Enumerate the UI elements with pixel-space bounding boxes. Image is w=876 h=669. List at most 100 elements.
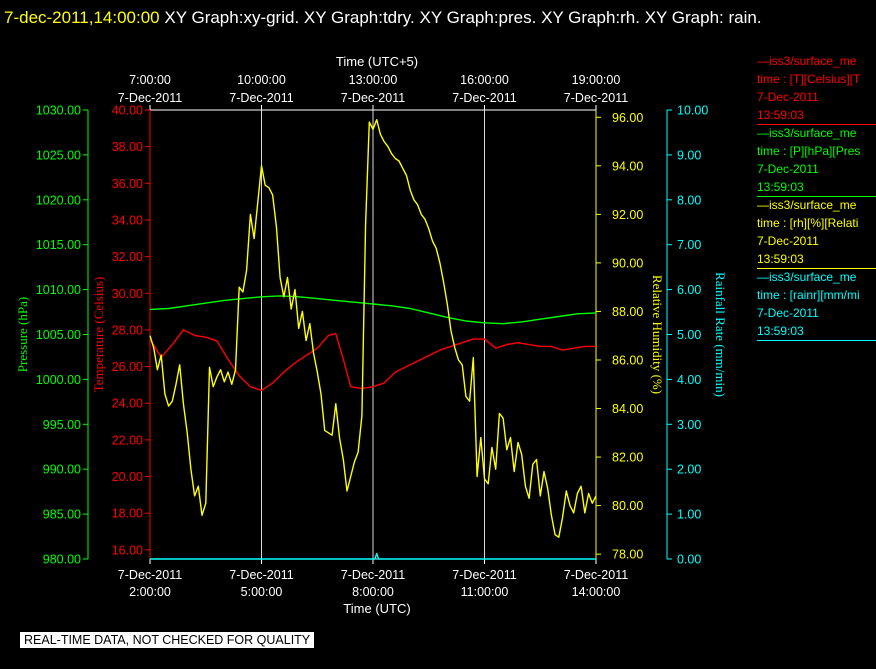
x-top-tick-label-date: 7-Dec-2011 xyxy=(229,91,293,105)
humidity-tick-label: 82.00 xyxy=(612,451,643,465)
humidity-tick-label: 94.00 xyxy=(612,159,643,173)
pressure-tick-label: 1005.00 xyxy=(36,328,81,342)
header-graph-list: XY Graph:xy-grid. XY Graph:tdry. XY Grap… xyxy=(164,8,762,27)
x-tick-label-time: 14:00:00 xyxy=(572,585,621,599)
series-line-rainfall xyxy=(150,552,596,560)
rainfall-tick-label: 6.00 xyxy=(677,283,701,297)
pressure-tick-label: 1030.00 xyxy=(36,104,81,118)
x-top-tick-label-time: 16:00:00 xyxy=(460,73,509,87)
series-line-humidity xyxy=(149,118,597,538)
x-top-tick-label-time: 13:00:00 xyxy=(349,73,398,87)
series-line-pressure xyxy=(149,295,597,325)
legend-humidity-line1: —iss3/surface_me xyxy=(757,198,857,212)
temperature-tick-label: 24.00 xyxy=(112,397,143,411)
pressure-axis-title: Pressure (hPa) xyxy=(15,297,30,372)
legend-rainfall-time: 13:59:03 xyxy=(757,324,804,338)
x-top-tick-label-time: 7:00:00 xyxy=(129,73,171,87)
legend-humidity-line2: time : [rh][%][Relati xyxy=(757,216,859,230)
legend-temperature-line2: time : [T][Celsius][T xyxy=(757,72,861,86)
temperature-tick-label: 32.00 xyxy=(112,250,143,264)
temperature-tick-label: 16.00 xyxy=(112,543,143,557)
rainfall-axis-title: Rainfall Rate (mm/min) xyxy=(713,272,728,397)
temperature-tick-label: 36.00 xyxy=(112,177,143,191)
x-tick-label-time: 2:00:00 xyxy=(129,585,171,599)
pressure-tick-label: 1010.00 xyxy=(36,283,81,297)
pressure-tick-label: 990.00 xyxy=(43,463,81,477)
temperature-tick-label: 22.00 xyxy=(112,433,143,447)
legend-temperature-date: 7-Dec-2011 xyxy=(757,90,819,104)
legend-pressure-time: 13:59:03 xyxy=(757,180,804,194)
humidity-tick-label: 86.00 xyxy=(612,353,643,367)
legend-temperature-line1: —iss3/surface_me xyxy=(757,54,857,68)
legend-rainfall-line2: time : [rainr][mm/mi xyxy=(757,288,860,302)
humidity-tick-label: 88.00 xyxy=(612,305,643,319)
temperature-axis-title: Temperature (Celsius) xyxy=(91,277,106,393)
legend-entry-temperature: —iss3/surface_me time : [T][Celsius][T 7… xyxy=(757,52,876,125)
temperature-tick-label: 30.00 xyxy=(112,287,143,301)
humidity-tick-label: 90.00 xyxy=(612,256,643,270)
x-top-tick-label-date: 7-Dec-2011 xyxy=(564,91,628,105)
legend-humidity-time: 13:59:03 xyxy=(757,252,804,266)
pressure-tick-label: 980.00 xyxy=(43,553,81,567)
legend-temperature-time: 13:59:03 xyxy=(757,108,804,122)
legend-entry-humidity: —iss3/surface_me time : [rh][%][Relati 7… xyxy=(757,196,876,269)
x-tick-label-date: 7-Dec-2011 xyxy=(341,568,405,582)
rainfall-tick-label: 9.00 xyxy=(677,148,701,162)
temperature-tick-label: 20.00 xyxy=(112,470,143,484)
x-tick-label-time: 11:00:00 xyxy=(461,585,509,599)
rainfall-tick-label: 3.00 xyxy=(677,418,701,432)
humidity-tick-label: 92.00 xyxy=(612,208,643,222)
legend-humidity-date: 7-Dec-2011 xyxy=(757,234,819,248)
legend-pressure-date: 7-Dec-2011 xyxy=(757,162,819,176)
x-axis-title: Time (UTC) xyxy=(343,601,410,616)
rainfall-tick-label: 7.00 xyxy=(677,238,701,252)
pressure-tick-label: 1015.00 xyxy=(36,238,81,252)
legend-pressure-line2: time : [P][hPa][Pres xyxy=(757,144,861,158)
x-tick-label-date: 7-Dec-2011 xyxy=(452,568,516,582)
x-tick-label-date: 7-Dec-2011 xyxy=(229,568,293,582)
x-top-axis-title: Time (UTC+5) xyxy=(336,54,418,69)
quality-disclaimer: REAL-TIME DATA, NOT CHECKED FOR QUALITY xyxy=(20,632,315,648)
rainfall-tick-label: 8.00 xyxy=(677,193,701,207)
pressure-tick-label: 1020.00 xyxy=(36,193,81,207)
x-top-tick-label-time: 19:00:00 xyxy=(572,73,621,87)
x-tick-label-time: 5:00:00 xyxy=(241,585,283,599)
graph-header: 7-dec-2011,14:00:00 XY Graph:xy-grid. XY… xyxy=(4,2,864,33)
temperature-tick-label: 26.00 xyxy=(112,360,143,374)
pressure-tick-label: 995.00 xyxy=(43,418,81,432)
humidity-tick-label: 84.00 xyxy=(612,402,643,416)
x-top-tick-label-time: 10:00:00 xyxy=(237,73,286,87)
rainfall-tick-label: 4.00 xyxy=(677,373,701,387)
x-tick-label-date: 7-Dec-2011 xyxy=(564,568,628,582)
x-tick-label-date: 7-Dec-2011 xyxy=(118,568,182,582)
series-line-temperature xyxy=(149,329,596,392)
x-top-tick-label-date: 7-Dec-2011 xyxy=(341,91,405,105)
legend-rainfall-line1: —iss3/surface_me xyxy=(757,270,857,284)
pressure-tick-label: 985.00 xyxy=(43,508,81,522)
temperature-tick-label: 34.00 xyxy=(112,213,143,227)
legend-pressure-line1: —iss3/surface_me xyxy=(757,126,857,140)
temperature-tick-label: 18.00 xyxy=(112,507,143,521)
legend-rainfall-date: 7-Dec-2011 xyxy=(757,306,819,320)
rainfall-tick-label: 2.00 xyxy=(677,463,701,477)
humidity-axis-title: Relative Humidity (%) xyxy=(650,275,665,394)
rainfall-tick-label: 10.00 xyxy=(677,104,708,118)
humidity-tick-label: 78.00 xyxy=(612,548,643,562)
temperature-tick-label: 28.00 xyxy=(112,323,143,337)
humidity-tick-label: 80.00 xyxy=(612,499,643,513)
humidity-tick-label: 96.00 xyxy=(612,111,643,125)
pressure-tick-label: 1025.00 xyxy=(36,148,81,162)
rainfall-tick-label: 5.00 xyxy=(677,328,701,342)
legend-entry-pressure: —iss3/surface_me time : [P][hPa][Pres 7-… xyxy=(757,124,876,197)
x-top-tick-label-date: 7-Dec-2011 xyxy=(452,91,516,105)
pressure-tick-label: 1000.00 xyxy=(36,373,81,387)
rainfall-tick-label: 1.00 xyxy=(677,508,701,522)
legend-entry-rainfall: —iss3/surface_me time : [rainr][mm/mi 7-… xyxy=(757,268,876,341)
x-tick-label-time: 8:00:00 xyxy=(352,585,394,599)
header-timestamp: 7-dec-2011,14:00:00 xyxy=(4,8,160,27)
temperature-tick-label: 40.00 xyxy=(112,104,143,118)
temperature-tick-label: 38.00 xyxy=(112,140,143,154)
x-top-tick-label-date: 7-Dec-2011 xyxy=(118,91,182,105)
rainfall-tick-label: 0.00 xyxy=(677,553,701,567)
